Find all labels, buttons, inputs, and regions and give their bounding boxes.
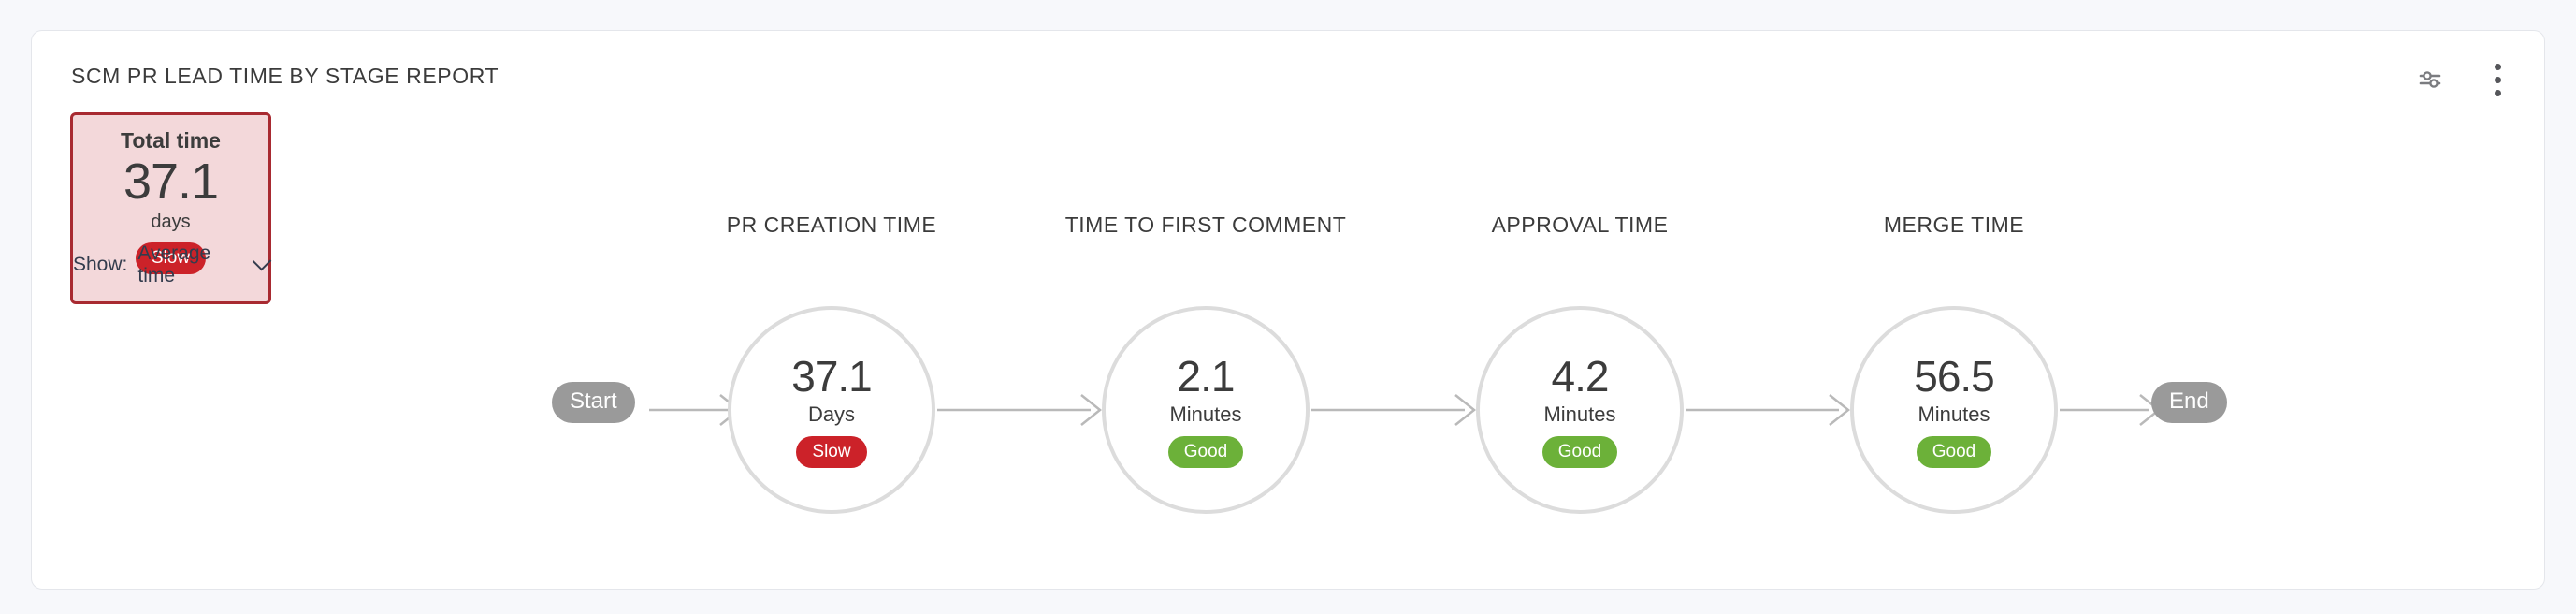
stage-value: 2.1 — [1177, 351, 1236, 401]
stage-unit: Minutes — [1169, 402, 1242, 426]
stage-label: MERGE TIME — [1883, 212, 2025, 237]
stage-status-badge: Good — [1541, 435, 1618, 468]
header-actions — [2410, 59, 2518, 100]
stage-circle: 2.1 Minutes Good — [1102, 306, 1310, 514]
connector-stage-3-to-4 — [1686, 394, 1851, 426]
stage-value: 56.5 — [1914, 351, 1995, 401]
stage-label: TIME TO FIRST COMMENT — [1064, 212, 1347, 237]
kebab-dot-3 — [2494, 89, 2501, 96]
flow-end-pill: End — [2151, 382, 2227, 423]
kebab-dot-2 — [2494, 76, 2501, 83]
flow-start-pill: Start — [552, 382, 635, 423]
chevron-down-icon — [252, 251, 272, 271]
stage-status-badge: Good — [1167, 435, 1244, 468]
show-aggregation-dropdown[interactable]: Average time — [137, 242, 272, 287]
kebab-dot-1 — [2494, 63, 2501, 70]
stage-circle: 4.2 Minutes Good — [1476, 306, 1684, 514]
total-time-title: Total time — [121, 128, 221, 153]
connector-stage-4-to-end — [2060, 394, 2162, 426]
stage-status-badge: Good — [1916, 435, 1992, 468]
show-row: Show: Average time — [73, 242, 272, 287]
total-time-status-badge: Slow — [135, 242, 207, 274]
stage-node-approval-time[interactable]: APPROVAL TIME 4.2 Minutes Good — [1476, 212, 1684, 514]
stage-node-time-to-first-comment[interactable]: TIME TO FIRST COMMENT 2.1 Minutes Good — [1065, 212, 1346, 514]
total-time-card: Total time 37.1 days Slow Show: Average … — [70, 112, 272, 304]
stage-circle: 56.5 Minutes Good — [1850, 306, 2058, 514]
settings-sliders-icon[interactable] — [2410, 59, 2451, 100]
stage-circle: 37.1 Days Slow — [728, 306, 935, 514]
page-title: SCM PR LEAD TIME BY STAGE REPORT — [71, 64, 499, 88]
lead-time-flow: Total time 37.1 days Slow Show: Average … — [32, 31, 2544, 589]
show-label: Show: — [73, 254, 128, 275]
report-card: SCM PR LEAD TIME BY STAGE REPORT — [31, 30, 2545, 590]
stage-node-pr-creation-time[interactable]: PR CREATION TIME 37.1 Days Slow — [727, 212, 936, 514]
connector-stage-2-to-3 — [1311, 394, 1477, 426]
connector-stage-1-to-2 — [937, 394, 1103, 426]
more-options-icon[interactable] — [2477, 59, 2518, 100]
kebab-glyph — [2494, 63, 2501, 96]
stage-value: 37.1 — [791, 351, 873, 401]
total-time-value: 37.1 — [123, 154, 219, 210]
stage-status-badge: Slow — [796, 435, 867, 468]
stage-unit: Days — [807, 402, 856, 426]
stage-value: 4.2 — [1551, 351, 1610, 401]
settings-sliders-glyph — [2419, 71, 2441, 88]
stage-label: APPROVAL TIME — [1491, 212, 1669, 237]
stage-unit: Minutes — [1543, 402, 1616, 426]
show-aggregation-value: Average time — [137, 242, 211, 286]
stage-node-merge-time[interactable]: MERGE TIME 56.5 Minutes Good — [1850, 212, 2058, 514]
total-time-unit: days — [151, 212, 191, 232]
stage-label: PR CREATION TIME — [726, 212, 937, 237]
stage-unit: Minutes — [1918, 402, 1990, 426]
